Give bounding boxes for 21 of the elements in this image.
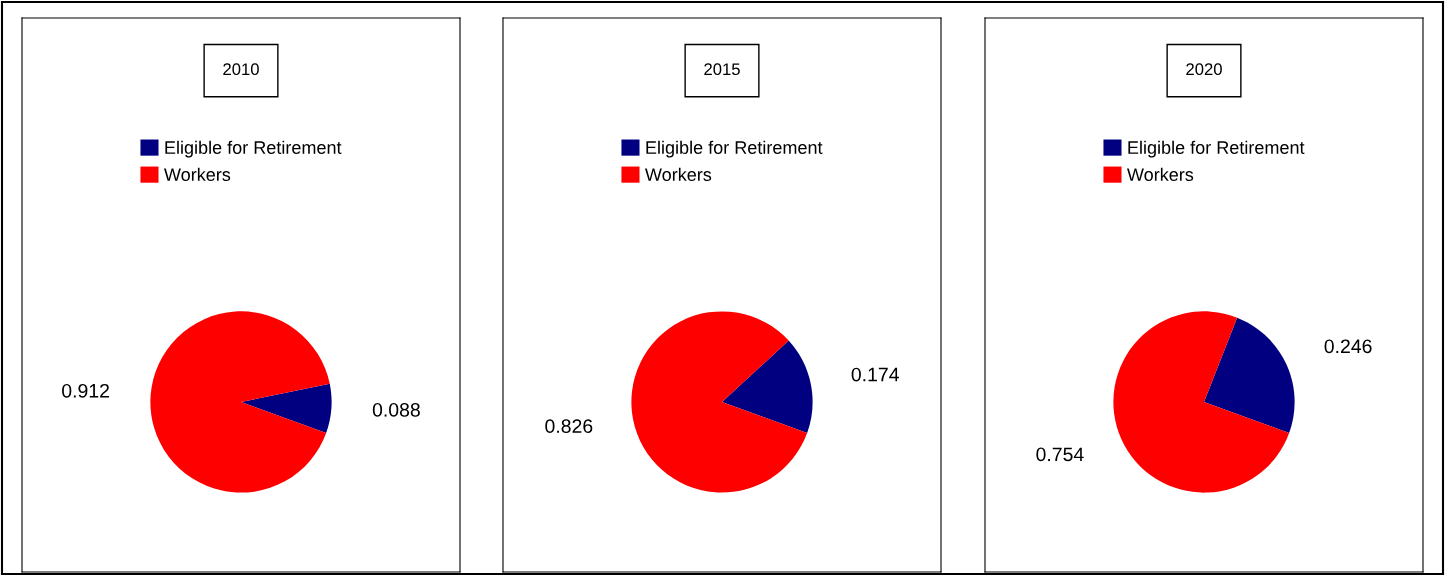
chart-title: 2010: [223, 63, 259, 76]
pie-slice: [1204, 317, 1295, 433]
pie-slice: [241, 383, 332, 433]
data-label: 0.088: [372, 402, 420, 417]
legend-label: Workers: [645, 167, 712, 181]
chart-title: 2015: [704, 63, 740, 76]
data-label: 0.246: [1324, 339, 1372, 354]
pie-slice: [1113, 311, 1290, 493]
data-label: 0.174: [851, 367, 899, 382]
legend-label: Eligible for Retirement: [646, 140, 823, 158]
chart-title: 2020: [1186, 63, 1222, 76]
pie-slice: [631, 311, 808, 493]
pie-slice: [722, 340, 813, 433]
pie-slice: [150, 311, 330, 493]
data-label: 0.826: [545, 419, 593, 434]
legend-label: Workers: [1127, 167, 1194, 181]
legend-label: Eligible for Retirement: [1128, 140, 1305, 158]
legend-label: Eligible for Retirement: [165, 140, 342, 158]
data-label: 0.754: [1036, 447, 1084, 462]
data-label: 0.912: [62, 383, 109, 398]
legend-label: Workers: [164, 167, 231, 181]
